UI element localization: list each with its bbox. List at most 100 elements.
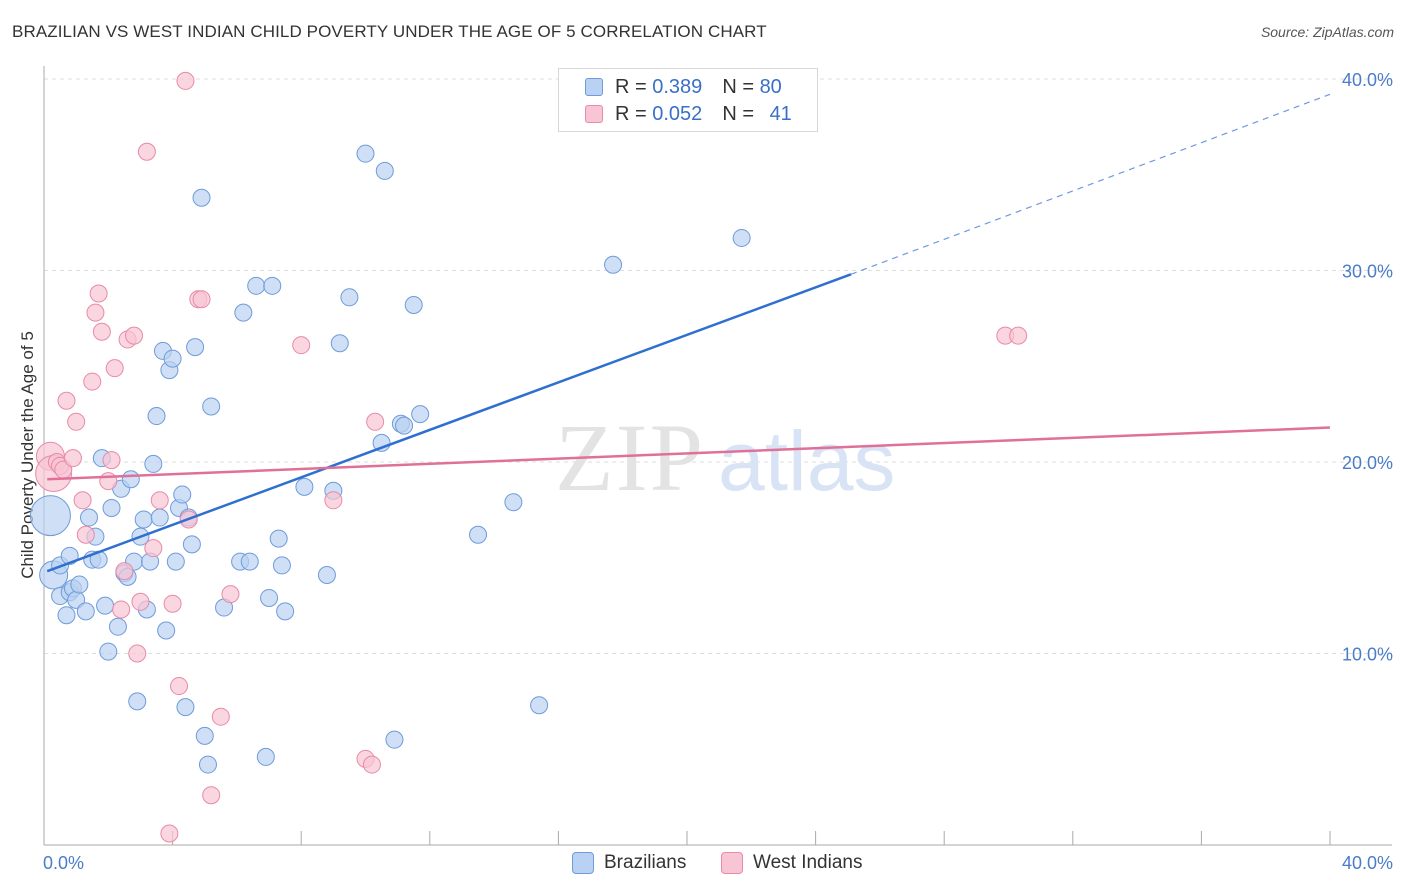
brazilians-trend-line [46, 273, 852, 573]
series-swatch-blue [572, 852, 594, 874]
brazilian-point [269, 529, 288, 548]
brazilian-point [157, 621, 176, 640]
y-tick-label: 10.0% [1342, 645, 1393, 665]
brazilian-point [108, 617, 127, 636]
brazilian-point [99, 642, 118, 661]
west-indian-point [92, 322, 111, 341]
legend-r-label: R = [615, 102, 653, 125]
source-label: Source: ZipAtlas.com [1260, 24, 1394, 40]
brazilian-point [340, 288, 359, 307]
west-indian-point [163, 594, 182, 613]
brazilian-point [176, 698, 195, 717]
west-indian-point [192, 290, 211, 309]
tick-labels: 10.0% 20.0% 30.0% 40.0% 0.0% 40.0% [43, 70, 1393, 873]
brazilian-point [147, 407, 166, 426]
brazilian-point [411, 405, 430, 424]
brazilian-point [76, 602, 95, 621]
brazilian-point [469, 525, 488, 544]
west-indian-point [144, 539, 163, 558]
legend-n-label: N = [722, 102, 760, 125]
brazilian-point [192, 188, 211, 207]
west-indian-point [76, 525, 95, 544]
series-swatch-pink [721, 852, 743, 874]
brazilian-point [70, 575, 89, 594]
west-indian-point [115, 562, 134, 581]
brazilian-point [295, 477, 314, 496]
brazilian-point [330, 334, 349, 353]
brazilian-point [102, 498, 121, 517]
brazilian-point [356, 144, 375, 163]
west-indian-point [362, 755, 381, 774]
brazilian-point [57, 606, 76, 625]
brazilian-point [395, 416, 414, 435]
brazilian-point [202, 397, 221, 416]
west-indian-point [112, 600, 131, 619]
west-indian-point [99, 472, 118, 491]
brazilian-point [234, 303, 253, 322]
brazilian-point [247, 276, 266, 295]
legend-n-value: 80 [759, 75, 782, 98]
west-indians-points [35, 71, 1028, 843]
west-indian-point [73, 491, 92, 510]
brazilian-point [732, 228, 751, 247]
series-legend-label: Brazilians [604, 852, 687, 873]
brazilian-point [173, 485, 192, 504]
legend-n-label: N = [722, 75, 760, 98]
west-indian-point [83, 372, 102, 391]
brazilian-point [198, 755, 217, 774]
legend-r-label: R = [615, 75, 653, 98]
west-indian-point [366, 412, 385, 431]
west-indians-trend-line [47, 426, 1331, 481]
watermark-atlas: atlas [718, 414, 895, 508]
west-indian-point [150, 491, 169, 510]
brazilian-point [80, 508, 99, 527]
legend-swatch-blue [585, 78, 603, 96]
brazilian-point [186, 338, 205, 357]
west-indian-point [211, 707, 230, 726]
x-tick-label: 0.0% [43, 853, 84, 873]
brazilian-point [272, 556, 291, 575]
west-indian-point [63, 449, 82, 468]
legend-swatch-pink [585, 105, 603, 123]
brazilian-point [134, 510, 153, 529]
legend-row-west-indians: R = 0.052 N = 41 [585, 101, 792, 127]
legend-row-brazilians: R = 0.389 N = 80 [585, 74, 782, 100]
west-indian-point [102, 451, 121, 470]
brazilian-point [144, 454, 163, 473]
y-axis-label: Child Poverty Under the Age of 5 [18, 331, 37, 579]
west-indian-point [176, 71, 195, 90]
legend-r-value: 0.389 [652, 75, 703, 98]
west-indian-point [89, 284, 108, 303]
west-indian-point [324, 491, 343, 510]
brazilian-point [530, 696, 549, 715]
series-legend-label: West Indians [753, 852, 863, 873]
brazilian-point [163, 349, 182, 368]
correlation-legend: R = 0.389 N = 80 R = 0.052 N = 41 [558, 68, 818, 132]
west-indian-point [160, 824, 179, 843]
brazilian-point [182, 535, 201, 554]
west-indian-point [1009, 326, 1028, 345]
brazilian-point [404, 295, 423, 314]
west-indian-point [221, 585, 240, 604]
brazilian-point [263, 276, 282, 295]
west-indian-point [125, 326, 144, 345]
brazilian-point [375, 161, 394, 180]
brazilian-point [96, 596, 115, 615]
series-legend: Brazilians West Indians [0, 852, 1406, 878]
brazilian-point [317, 565, 336, 584]
brazilian-point [166, 552, 185, 571]
west-indian-point [128, 644, 147, 663]
west-indian-point [105, 359, 124, 378]
west-indian-point [131, 592, 150, 611]
brazilian-point [385, 730, 404, 749]
brazilians-trend-extension [850, 93, 1331, 275]
y-tick-label: 20.0% [1342, 453, 1393, 473]
west-indian-point [67, 412, 86, 431]
brazilian-point [504, 493, 523, 512]
brazilian-point [240, 552, 259, 571]
trend-lines [46, 93, 1331, 573]
brazilians-points [29, 144, 751, 774]
brazilian-point [604, 255, 623, 274]
series-legend-brazilians: Brazilians [572, 852, 686, 874]
